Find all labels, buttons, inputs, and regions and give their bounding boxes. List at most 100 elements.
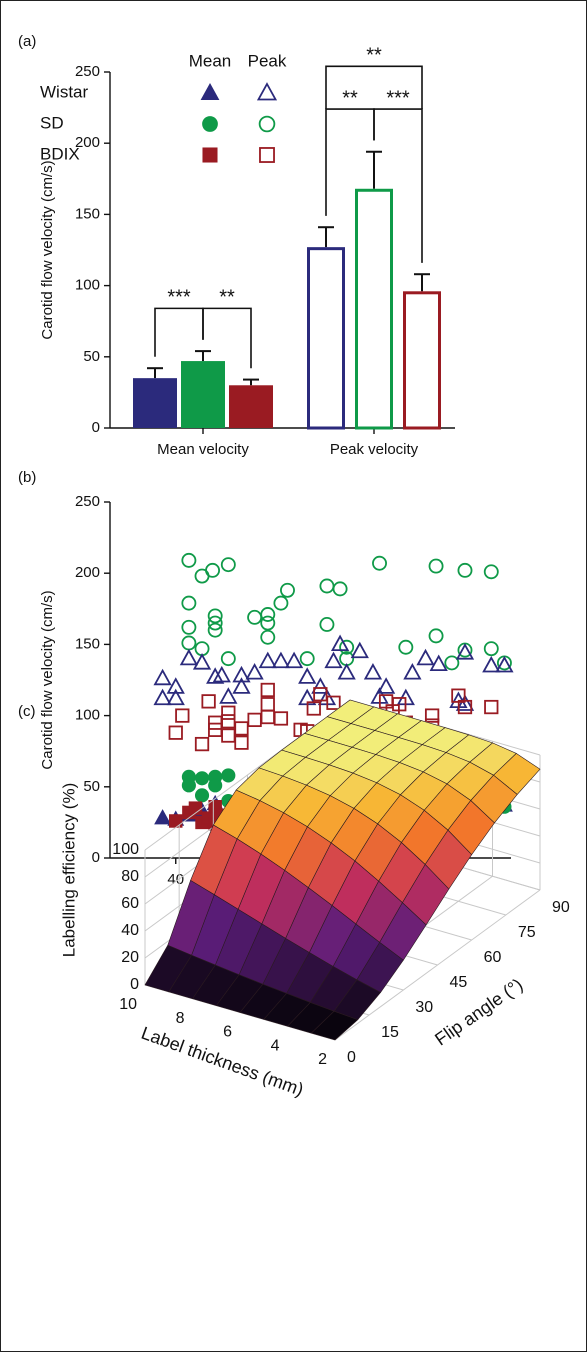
- scatter-point: [398, 639, 414, 655]
- y-tick-label: 50: [83, 348, 100, 365]
- scatter-point: [330, 634, 350, 652]
- scatter-point: [376, 677, 396, 694]
- bar: [403, 291, 441, 430]
- scatter-point: [311, 677, 330, 694]
- scatter-point: [260, 607, 276, 622]
- scatter-point: [181, 552, 197, 568]
- y-tick-label: 0: [92, 419, 100, 436]
- significance-label: ***: [167, 287, 191, 309]
- scatter-point: [372, 555, 387, 571]
- scatter-point: [298, 667, 317, 684]
- x-tick-label: 40: [167, 871, 184, 888]
- scatter-point: [219, 687, 238, 704]
- scatter-point: [280, 582, 295, 598]
- scatter-point: [175, 708, 190, 723]
- scatter-point: [457, 562, 473, 578]
- y-tick-label: 15: [381, 1024, 399, 1041]
- scatter-point: [179, 648, 199, 666]
- y-tick-label: 150: [75, 205, 100, 222]
- bar: [133, 378, 177, 428]
- y-tick-label: 50: [83, 778, 100, 795]
- scatter-point: [273, 595, 289, 611]
- x-tick-label: 2: [318, 1051, 327, 1068]
- scatter-point: [194, 788, 210, 803]
- legend-marker: [259, 147, 275, 163]
- scatter-point: [363, 663, 383, 680]
- bar: [229, 385, 273, 428]
- scatter-point: [194, 771, 210, 786]
- y-tick-label: 100: [75, 277, 100, 294]
- scatter-point: [392, 697, 407, 712]
- scatter-point: [234, 721, 249, 736]
- legend-label: Wistar: [40, 82, 89, 101]
- scatter-point: [153, 688, 172, 706]
- scatter-point: [306, 701, 321, 716]
- bar: [181, 361, 225, 428]
- scatter-point: [168, 814, 183, 828]
- scatter-point: [284, 651, 304, 669]
- scatter-point: [260, 682, 275, 698]
- scatter-point: [201, 694, 216, 709]
- legend-label: BDIX: [40, 144, 80, 163]
- y-tick-label: 75: [518, 924, 536, 941]
- x-tick-label: Mean velocity: [157, 441, 249, 458]
- scatter-point: [482, 655, 501, 673]
- scatter-point: [429, 654, 448, 671]
- z-tick-label: 80: [121, 868, 139, 885]
- scatter-point: [153, 668, 172, 686]
- legend-label: SD: [40, 113, 64, 132]
- y-tick-label: 30: [415, 999, 433, 1016]
- scatter-point: [220, 557, 236, 573]
- legend-header: Mean: [189, 51, 232, 70]
- scatter-point: [339, 639, 355, 655]
- y-tick-label: 60: [484, 949, 502, 966]
- significance-bracket: [325, 65, 423, 110]
- scatter-point: [212, 665, 231, 683]
- scatter-point: [403, 663, 422, 680]
- y-tick-label: 250: [75, 493, 100, 510]
- x-tick-label: 4: [271, 1037, 280, 1054]
- significance-bracket: [202, 307, 252, 369]
- y-tick-label: 200: [75, 134, 100, 151]
- scatter-point: [205, 562, 221, 578]
- scatter-point: [299, 651, 315, 667]
- scatter-point: [168, 725, 183, 740]
- scatter-point: [428, 628, 444, 644]
- scatter-point: [221, 768, 236, 783]
- scatter-point: [455, 643, 475, 660]
- scatter-point: [220, 651, 236, 667]
- significance-bracket: [373, 108, 423, 263]
- significance-label: ***: [386, 87, 410, 109]
- scatter-point: [192, 653, 212, 670]
- scatter-point: [194, 736, 210, 752]
- legend-marker: [256, 82, 278, 101]
- scatter-point: [166, 688, 185, 706]
- y-tick-label: 0: [92, 849, 100, 866]
- scatter-point: [332, 581, 348, 597]
- scatter-point: [350, 641, 369, 659]
- x-tick-label: 8: [176, 1010, 185, 1027]
- y-tick-label: 90: [552, 899, 570, 916]
- scatter-point: [428, 558, 444, 574]
- scatter-point: [260, 629, 276, 645]
- scatter-point: [271, 651, 291, 669]
- scatter-point: [221, 705, 236, 720]
- scatter-point: [273, 711, 289, 726]
- scatter-point: [484, 699, 499, 715]
- panel-label: (c): [18, 703, 36, 720]
- scatter-point: [232, 677, 251, 694]
- scatter-point: [319, 617, 335, 632]
- scatter-point: [324, 651, 343, 669]
- legend-marker: [258, 115, 276, 133]
- x-tick-label: 10: [119, 996, 137, 1013]
- scatter-point: [208, 778, 223, 793]
- y-tick-label: 200: [75, 564, 100, 581]
- scatter-point: [245, 663, 264, 680]
- panel-label: (b): [18, 469, 36, 486]
- z-tick-label: 0: [130, 976, 139, 993]
- z-tick-label: 40: [121, 922, 139, 939]
- y-tick-label: 45: [450, 974, 468, 991]
- y-tick-label: 100: [75, 707, 100, 724]
